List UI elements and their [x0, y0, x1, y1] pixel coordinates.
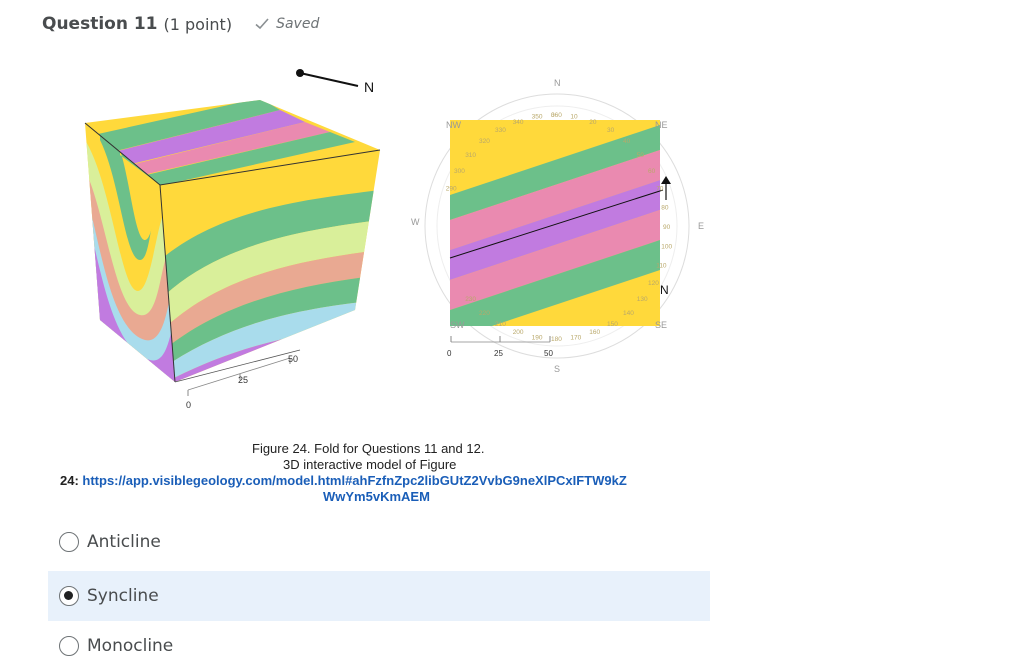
north-arrow-icon: [296, 69, 359, 87]
dir-nw: NW: [446, 120, 461, 130]
degree-label: 20: [589, 119, 597, 126]
option-label-monocline: Monocline: [87, 636, 174, 656]
saved-status: Saved: [254, 16, 319, 32]
degree-label: 90: [663, 224, 671, 231]
net-scale-25: 25: [494, 349, 503, 358]
degree-label: 30: [607, 127, 615, 134]
degree-label: 10: [570, 114, 578, 121]
degree-label: 220: [479, 310, 490, 317]
cube-axis-label-50: 50: [288, 354, 298, 364]
caption-line-3: 24: https://app.visiblegeology.com/model…: [60, 473, 627, 488]
question-title: Question 11: [42, 14, 158, 34]
degree-label: 180: [551, 336, 562, 343]
option-anticline[interactable]: Anticline: [48, 517, 710, 567]
question-points: (1 point): [163, 14, 233, 34]
degree-label: 110: [656, 262, 667, 269]
degree-label: 340: [513, 119, 524, 126]
degree-label: 310: [465, 152, 476, 159]
dir-ne: NE: [655, 120, 668, 130]
figure-image: 0 25 50 N: [0, 60, 1024, 440]
model-link[interactable]: https://app.visiblegeology.com/model.htm…: [82, 473, 627, 488]
radio-anticline[interactable]: [59, 532, 79, 552]
degree-label: 160: [589, 329, 600, 336]
degree-label: 230: [465, 296, 476, 303]
dir-sw: SW: [450, 320, 465, 330]
degree-label: 300: [454, 168, 465, 175]
degree-label: 70: [656, 186, 664, 193]
option-label-anticline: Anticline: [87, 532, 161, 552]
dir-s: S: [554, 364, 560, 374]
degree-label: 200: [513, 329, 524, 336]
caption-prefix: 24:: [60, 473, 83, 488]
dir-e: E: [698, 221, 704, 231]
cube-axis-label-25: 25: [238, 375, 248, 385]
option-syncline[interactable]: Syncline: [48, 571, 710, 621]
saved-label: Saved: [276, 16, 320, 32]
degree-label: 100: [661, 243, 672, 250]
degree-label: 290: [446, 186, 457, 193]
degree-label: 360: [551, 112, 562, 119]
caption-line-1: Figure 24. Fold for Questions 11 and 12.: [252, 441, 485, 456]
dir-se: SE: [655, 320, 667, 330]
degree-label: 0: [551, 112, 555, 119]
dir-w: W: [411, 217, 420, 227]
degree-label: 140: [623, 310, 634, 317]
radio-syncline[interactable]: [59, 586, 79, 606]
degree-label: 330: [495, 127, 506, 134]
degree-label: 120: [648, 280, 659, 287]
dir-n: N: [554, 78, 561, 88]
degree-label: 150: [607, 321, 618, 328]
model-link-continued[interactable]: WwYm5vKmAEM: [323, 489, 430, 504]
check-icon: [255, 18, 269, 30]
net-side-label: N: [660, 283, 669, 297]
option-label-syncline: Syncline: [87, 586, 159, 606]
degree-label: 130: [637, 296, 648, 303]
radio-monocline[interactable]: [59, 636, 79, 656]
degree-label: 190: [532, 334, 543, 341]
degree-label: 170: [570, 334, 581, 341]
net-scale-50: 50: [544, 349, 553, 358]
degree-label: 350: [532, 114, 543, 121]
degree-label: 50: [637, 152, 645, 159]
cube-axis-label-0: 0: [186, 400, 191, 410]
stereonet: 0 25 50 N S E W NW NE SE SW N 3603503403…: [411, 78, 704, 374]
north-arrow-label: N: [364, 79, 374, 95]
degree-label: 320: [479, 138, 490, 145]
degree-label: 60: [648, 168, 656, 175]
caption-line-2: 3D interactive model of Figure: [283, 457, 457, 472]
degree-label: 210: [495, 321, 506, 328]
degree-label: 80: [661, 205, 669, 212]
net-scale-0: 0: [447, 349, 452, 358]
option-monocline[interactable]: Monocline: [48, 621, 710, 671]
degree-label: 40: [623, 138, 631, 145]
question-header: Question 11 (1 point) Saved: [42, 14, 319, 34]
